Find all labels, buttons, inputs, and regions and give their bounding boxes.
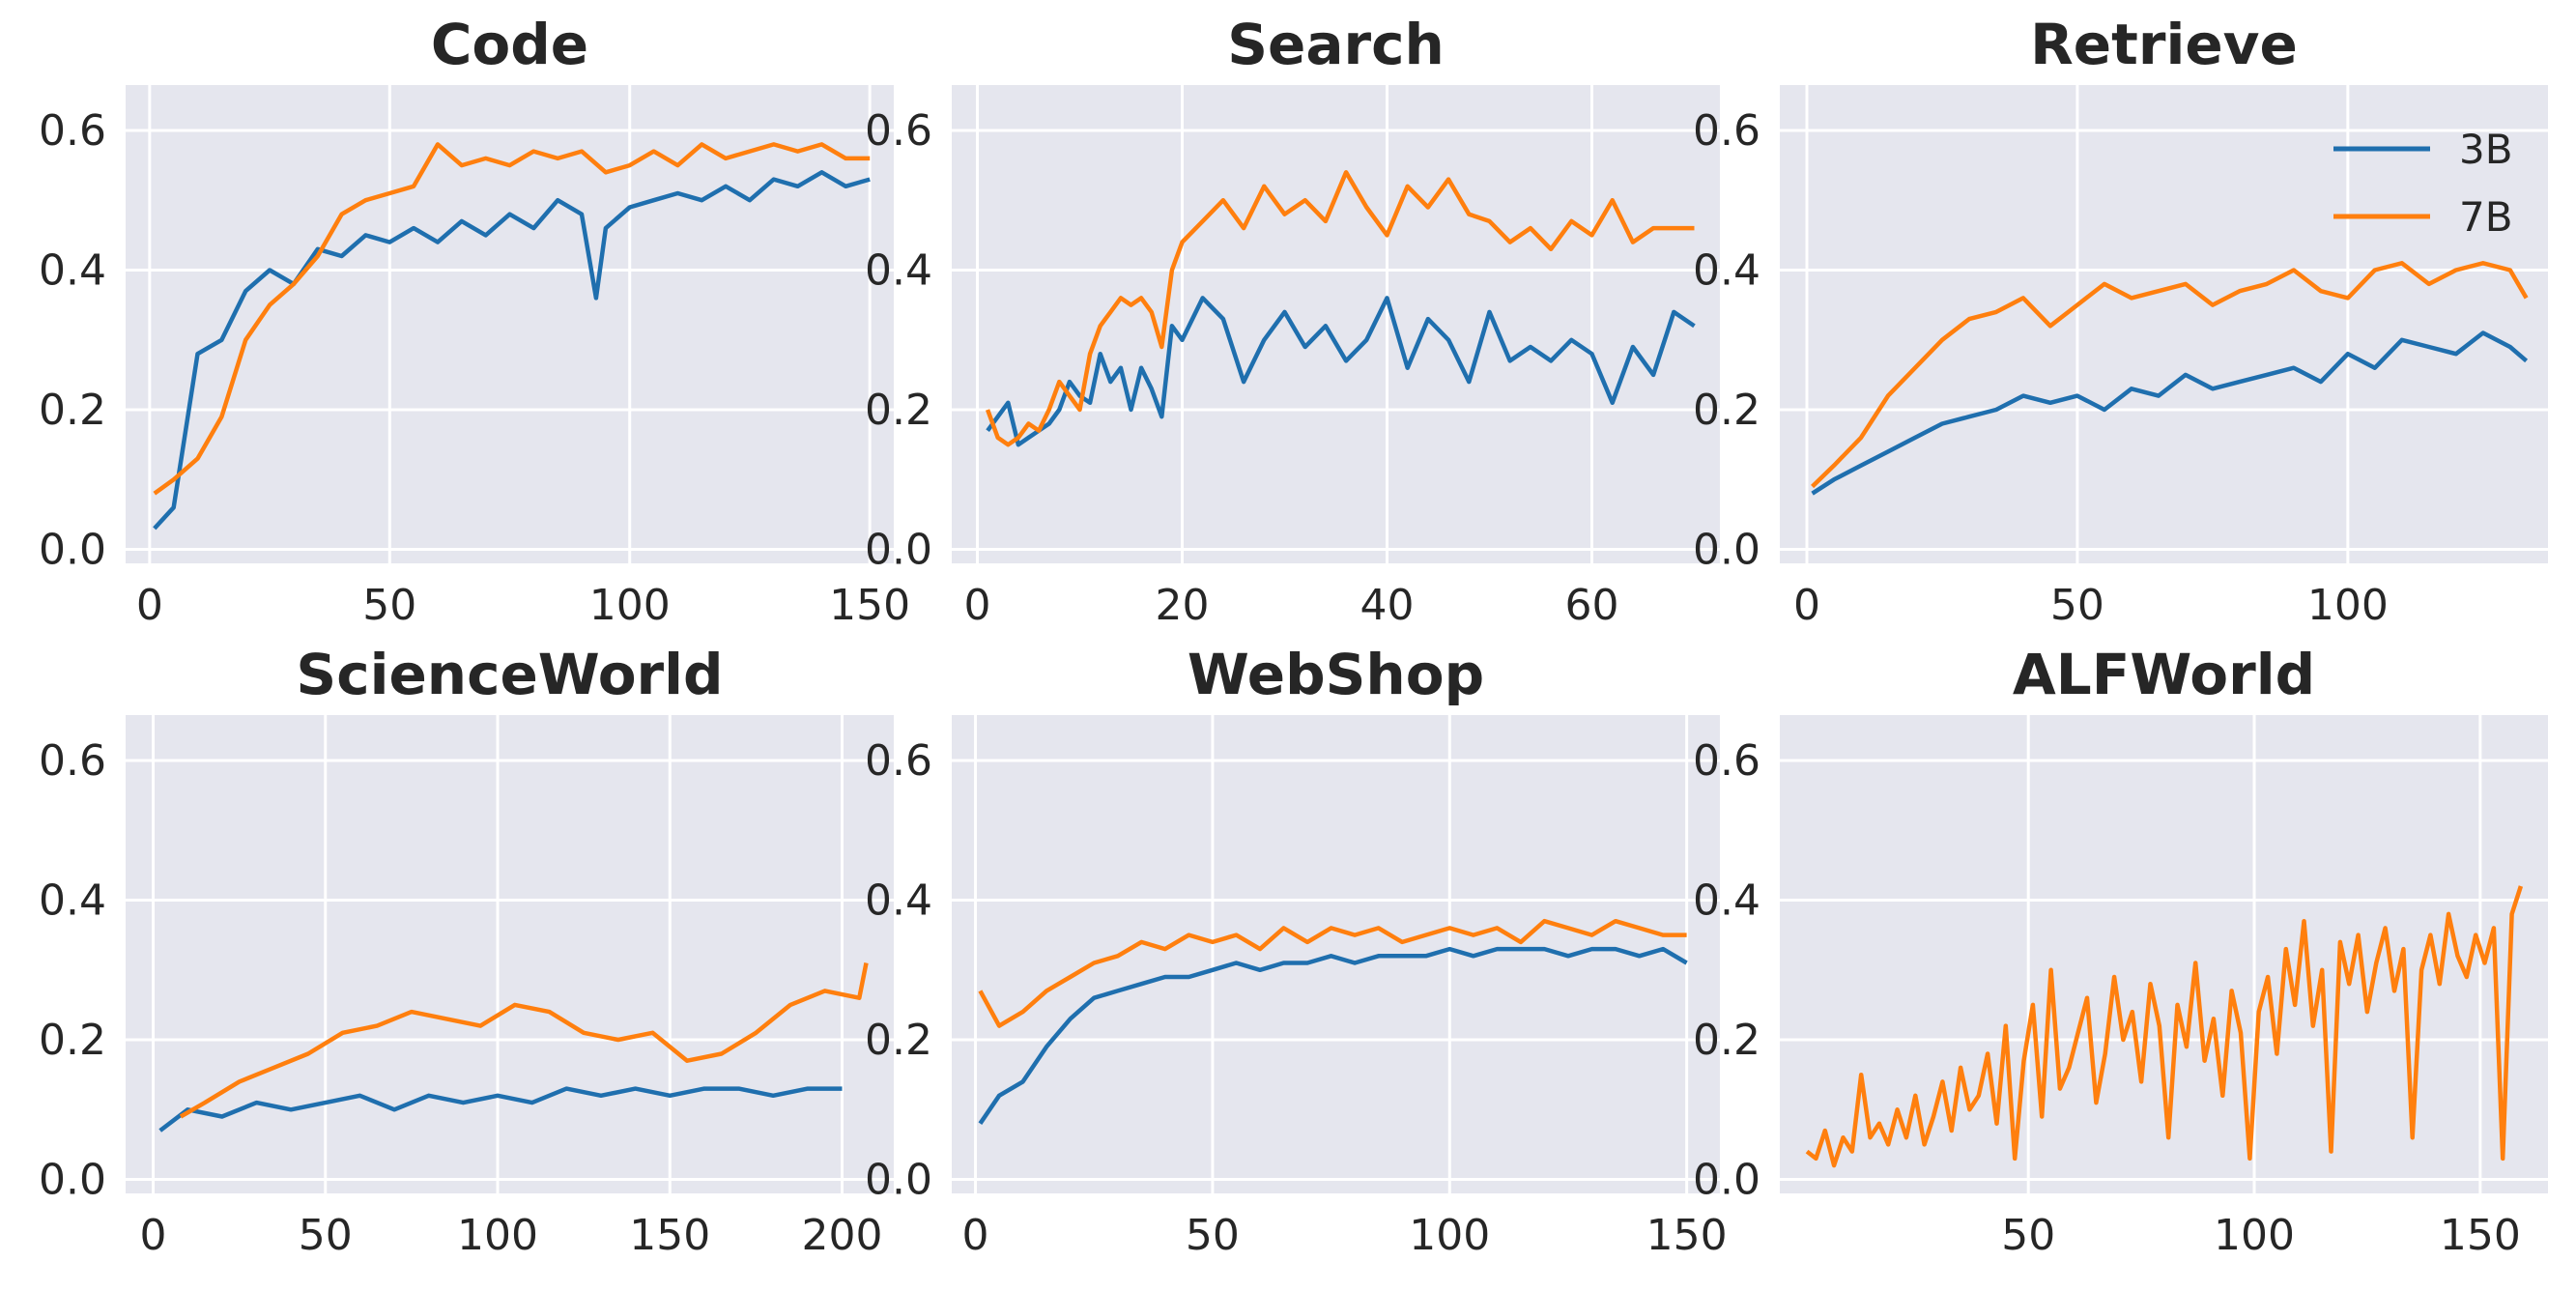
x-tick-label: 50 [299, 1211, 353, 1260]
plot-area [126, 85, 894, 563]
y-tick-label: 0.4 [865, 875, 932, 925]
x-tick-label: 0 [136, 581, 163, 630]
plot-area [1780, 715, 2548, 1193]
series-line-3b [1811, 330, 2529, 496]
panel-title: Retrieve [2030, 12, 2298, 77]
panel-title: ALFWorld [2013, 642, 2315, 707]
series-line-3b [978, 946, 1688, 1125]
series-line-7b [1811, 261, 2529, 489]
x-tick-label: 100 [457, 1211, 538, 1260]
x-tick-label: 200 [802, 1211, 883, 1260]
y-tick-label: 0.0 [865, 1156, 932, 1205]
series-line-7b [1805, 885, 2524, 1168]
plot-area [952, 715, 1720, 1193]
y-tick-label: 0.0 [39, 1156, 106, 1205]
series-line-3b [153, 170, 871, 531]
y-tick-label: 0.6 [39, 736, 106, 786]
x-tick-label: 150 [829, 581, 910, 630]
panel-code: 0 50 100 150 0.0 0.2 0.4 0.6 Code [39, 12, 910, 630]
x-tick-label: 40 [1360, 581, 1415, 630]
legend-label: 7B [2459, 193, 2513, 241]
x-tick-label: 150 [2440, 1211, 2521, 1260]
plot-area [952, 85, 1720, 563]
panel-webshop: 0 50 100 150 0.0 0.2 0.4 0.6 WebShop [865, 642, 1728, 1260]
y-tick-label: 0.2 [39, 386, 106, 435]
panel-title: Code [431, 12, 588, 77]
x-tick-label: 0 [964, 581, 991, 630]
x-tick-label: 150 [629, 1211, 710, 1260]
y-tick-label: 0.2 [39, 1016, 106, 1065]
y-tick-label: 0.2 [1693, 1016, 1760, 1065]
y-tick-label: 0.6 [865, 106, 932, 156]
series-line-3b [158, 1086, 843, 1133]
plot-area [1780, 85, 2548, 563]
y-tick-label: 0.4 [1693, 875, 1760, 925]
y-tick-label: 0.4 [1693, 245, 1760, 295]
y-tick-label: 0.0 [1693, 526, 1760, 575]
panel-scienceworld: 0 50 100 150 200 0.0 0.2 0.4 0.6 ScienceWorld [39, 642, 894, 1260]
panel-title: WebShop [1188, 642, 1484, 707]
y-tick-label: 0.2 [865, 1016, 932, 1065]
y-tick-label: 0.0 [1693, 1156, 1760, 1205]
x-tick-label: 60 [1565, 581, 1619, 630]
series-line-7b [978, 918, 1687, 1028]
panel-search: 0 20 40 60 0.0 0.2 0.4 0.6 Search [865, 12, 1720, 630]
series-line-7b [153, 142, 871, 496]
x-tick-label: 20 [1156, 581, 1210, 630]
y-tick-label: 0.4 [39, 875, 106, 925]
x-tick-label: 100 [2214, 1211, 2295, 1260]
x-tick-label: 100 [589, 581, 671, 630]
x-tick-label: 50 [2050, 581, 2104, 630]
y-tick-label: 0.6 [865, 736, 932, 786]
y-tick-label: 0.6 [39, 106, 106, 156]
series-line-3b [986, 296, 1696, 447]
panel-title: ScienceWorld [296, 642, 723, 707]
x-tick-label: 50 [1186, 1211, 1240, 1260]
series-line-7b [985, 170, 1695, 447]
panel-title: Search [1227, 12, 1445, 77]
y-tick-label: 0.0 [39, 526, 106, 575]
x-tick-label: 0 [140, 1211, 167, 1260]
plot-area [126, 715, 894, 1193]
x-tick-label: 0 [962, 1211, 989, 1260]
legend-label: 3B [2459, 126, 2513, 173]
x-tick-label: 0 [1793, 581, 1820, 630]
y-tick-label: 0.4 [865, 245, 932, 295]
x-tick-label: 150 [1646, 1211, 1728, 1260]
series-line-7b [179, 962, 869, 1119]
x-tick-label: 100 [1409, 1211, 1490, 1260]
y-tick-label: 0.6 [1693, 736, 1760, 786]
y-tick-label: 0.0 [865, 526, 932, 575]
y-tick-label: 0.2 [1693, 386, 1760, 435]
x-tick-label: 50 [2001, 1211, 2055, 1260]
x-tick-label: 100 [2307, 581, 2389, 630]
panel-alfworld: 50 100 150 0.0 0.2 0.4 0.6 ALFWorld [1693, 642, 2548, 1260]
y-tick-label: 0.2 [865, 386, 932, 435]
y-tick-label: 0.6 [1693, 106, 1760, 156]
x-tick-label: 50 [362, 581, 416, 630]
y-tick-label: 0.4 [39, 245, 106, 295]
